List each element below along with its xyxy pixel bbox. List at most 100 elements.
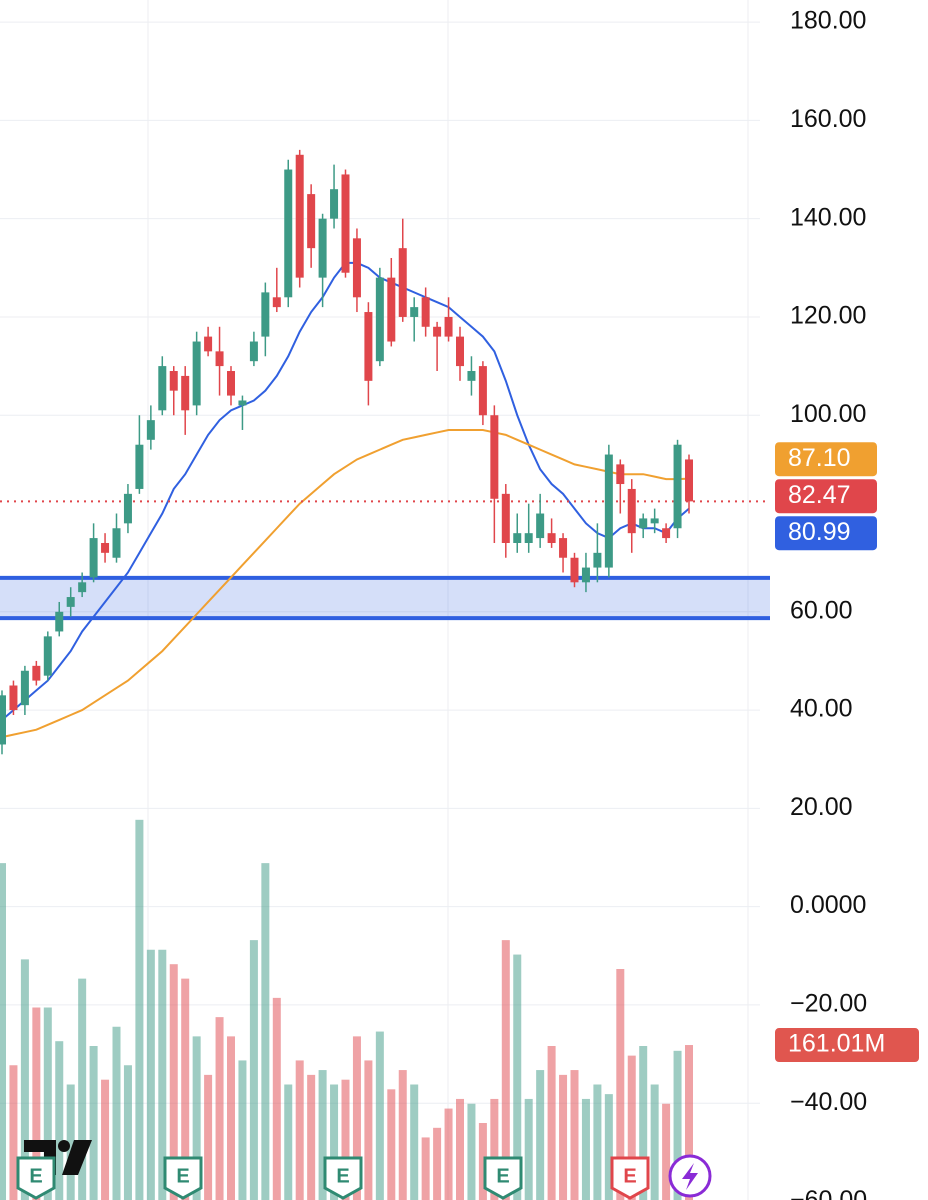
- candle-body: [616, 464, 625, 485]
- candle-body: [89, 538, 98, 578]
- candle-body: [627, 488, 636, 534]
- event-badge: [610, 1156, 650, 1200]
- candle-body: [410, 307, 419, 317]
- candle-body: [604, 454, 613, 568]
- volume-bar: [318, 1070, 327, 1200]
- y-tick-label: −60.00: [790, 1186, 867, 1200]
- y-tick-label: 180.00: [790, 7, 866, 35]
- event-badge: [163, 1156, 203, 1200]
- price-tag-label: 80.99: [788, 518, 851, 546]
- volume-bar: [444, 1108, 453, 1200]
- price-tag-label: 82.47: [788, 481, 851, 509]
- candle-body: [559, 538, 568, 558]
- event-badge: [483, 1156, 523, 1200]
- volume-bar: [32, 1007, 41, 1200]
- y-tick-label: 120.00: [790, 302, 866, 330]
- candle-body: [318, 218, 327, 278]
- candle-body: [456, 336, 464, 367]
- volume-bar: [123, 1065, 132, 1200]
- volume-bar: [467, 1103, 476, 1200]
- y-tick-label: 40.00: [790, 695, 853, 723]
- volume-bar: [295, 1060, 304, 1200]
- event-label: E: [176, 1165, 189, 1187]
- volume-bar: [9, 1065, 18, 1200]
- candle-body: [204, 336, 213, 352]
- candle-body: [513, 533, 522, 543]
- volume-bar: [158, 949, 167, 1200]
- lightning: [668, 1154, 712, 1198]
- candle-body: [685, 459, 693, 502]
- volume-bar: [215, 1017, 224, 1200]
- volume-bar: [375, 1031, 384, 1200]
- event-label: E: [496, 1165, 509, 1187]
- candle-body: [524, 533, 533, 543]
- volume-bar: [456, 1098, 464, 1200]
- volume-bar: [650, 1084, 659, 1200]
- candle-body: [570, 557, 579, 583]
- volume-bar: [398, 1070, 407, 1200]
- volume-bar: [616, 969, 625, 1200]
- candle-body: [673, 444, 682, 529]
- y-tick-label: 0.0000: [790, 891, 866, 919]
- candle-body: [307, 194, 316, 249]
- moving-average: [1, 261, 690, 721]
- candle-body: [364, 312, 373, 381]
- candle-body: [341, 174, 350, 273]
- candle-body: [123, 493, 132, 524]
- y-tick-label: −40.00: [790, 1088, 867, 1116]
- volume-bar: [101, 1079, 110, 1200]
- volume-bar: [410, 1084, 419, 1200]
- volume-bar: [501, 940, 510, 1200]
- volume-bar: [169, 964, 178, 1200]
- volume-bar: [307, 1074, 316, 1200]
- volume-tag: [775, 1028, 919, 1063]
- volume-bar: [204, 1074, 213, 1200]
- volume-bar: [604, 1094, 613, 1200]
- volume-bar: [421, 1137, 430, 1200]
- candle-body: [43, 636, 52, 676]
- price-tag-label: 87.10: [788, 444, 851, 472]
- candle-body: [215, 351, 224, 367]
- volume-bar: [478, 1123, 487, 1200]
- candle-body: [650, 518, 659, 524]
- candle-body: [375, 277, 384, 362]
- volume-bar: [330, 1084, 339, 1200]
- volume-bar: [673, 1050, 682, 1200]
- candle-body: [169, 371, 178, 391]
- volume-bar: [433, 1127, 442, 1200]
- candle-body: [227, 371, 235, 396]
- candle-body: [547, 533, 556, 543]
- candle-body: [593, 552, 602, 568]
- volume-bar: [387, 1089, 396, 1200]
- moving-average: [1, 428, 690, 739]
- volume-bar: [364, 1060, 373, 1200]
- volume-bar: [662, 1103, 671, 1200]
- candle-body: [398, 248, 407, 317]
- volume-bar: [284, 1084, 293, 1200]
- volume-bar: [685, 1045, 693, 1200]
- volume-bar: [55, 1041, 64, 1200]
- plot: [0, 21, 770, 1200]
- volume-bar: [341, 1079, 350, 1200]
- volume-bar: [192, 1036, 201, 1200]
- zone: [0, 577, 770, 619]
- event-badge: [16, 1156, 56, 1200]
- volume-bar: [89, 1046, 98, 1200]
- volume-bar: [78, 978, 87, 1200]
- candle-body: [478, 366, 487, 416]
- volume-bar: [112, 1026, 121, 1200]
- event-label: E: [336, 1165, 349, 1187]
- volume-bar: [146, 949, 155, 1200]
- volume-bar: [181, 978, 190, 1200]
- volume-bar: [581, 1098, 590, 1200]
- volume-bar: [272, 997, 281, 1200]
- event-badge: [323, 1156, 363, 1200]
- candle-body: [662, 528, 671, 539]
- candle-body: [421, 297, 430, 327]
- candle-body: [467, 371, 476, 381]
- candle-body: [32, 665, 41, 681]
- candle-body: [55, 611, 64, 632]
- volume-bar: [0, 863, 6, 1200]
- volume-bar: [513, 954, 522, 1200]
